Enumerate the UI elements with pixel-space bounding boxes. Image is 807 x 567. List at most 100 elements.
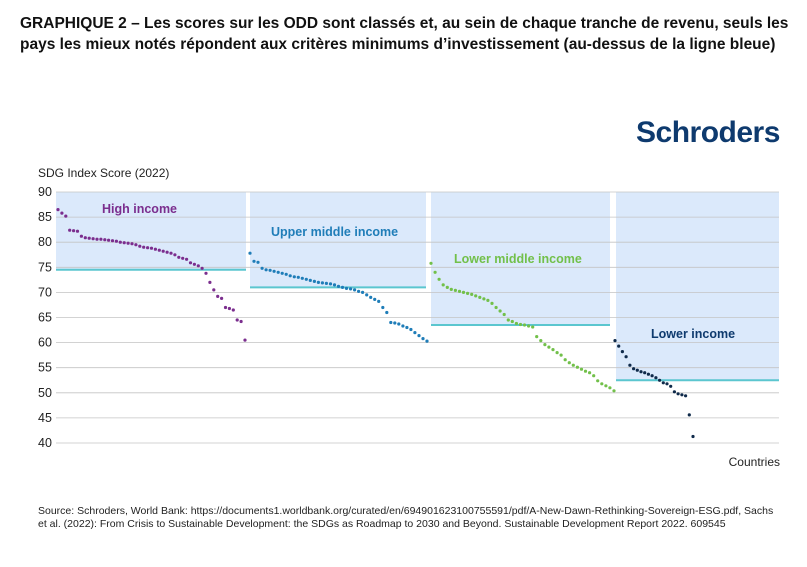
y-tick-label: 45 xyxy=(38,411,52,425)
data-point xyxy=(474,294,478,298)
data-point xyxy=(122,241,126,245)
data-point xyxy=(288,274,292,278)
data-point xyxy=(579,367,584,371)
data-point xyxy=(531,325,535,329)
data-point xyxy=(149,246,154,250)
data-point xyxy=(99,237,103,241)
data-point xyxy=(612,389,616,393)
data-point xyxy=(114,239,118,243)
data-point xyxy=(684,394,688,398)
data-point xyxy=(231,308,235,312)
band-1 xyxy=(250,192,426,288)
data-point xyxy=(617,344,621,348)
data-point xyxy=(527,324,531,328)
data-point xyxy=(377,299,381,303)
data-point xyxy=(567,361,571,365)
data-point xyxy=(669,384,673,388)
data-point xyxy=(478,295,482,299)
data-point xyxy=(592,374,596,378)
data-point xyxy=(441,283,445,287)
data-point xyxy=(252,259,256,263)
data-point xyxy=(208,280,212,284)
data-point xyxy=(308,278,312,282)
data-point xyxy=(401,324,405,328)
y-tick-label: 40 xyxy=(38,436,52,450)
data-point xyxy=(661,381,665,385)
data-point xyxy=(185,257,189,261)
data-point xyxy=(628,363,632,367)
data-point xyxy=(571,363,575,367)
data-point xyxy=(687,413,691,417)
data-point xyxy=(518,322,523,327)
data-point xyxy=(153,247,157,251)
data-point xyxy=(457,289,462,293)
data-point xyxy=(676,392,680,396)
data-point xyxy=(300,276,304,280)
data-point xyxy=(292,275,296,279)
data-point xyxy=(361,290,365,294)
data-point xyxy=(551,348,555,352)
data-point xyxy=(79,234,83,238)
scatter-chart: SDG Index Score (2022) Countries 90 85 80 7… xyxy=(38,166,780,469)
data-point xyxy=(83,236,87,240)
data-point xyxy=(353,288,357,292)
data-point xyxy=(312,279,316,283)
data-point xyxy=(381,305,385,310)
data-point xyxy=(276,270,280,274)
data-point xyxy=(157,248,161,252)
data-point xyxy=(126,241,130,245)
data-point xyxy=(220,296,224,300)
data-point xyxy=(413,331,417,335)
band-3 xyxy=(616,192,779,381)
data-point xyxy=(56,208,60,212)
data-point xyxy=(235,318,239,322)
data-point xyxy=(320,281,324,285)
data-point xyxy=(142,245,146,249)
data-point xyxy=(216,294,220,298)
data-point xyxy=(196,264,200,268)
y-tick-label: 70 xyxy=(38,285,52,299)
data-point xyxy=(260,266,264,270)
data-point xyxy=(583,369,588,373)
data-point xyxy=(357,289,361,293)
data-point xyxy=(539,339,543,343)
band-0 xyxy=(56,192,246,270)
data-point xyxy=(535,335,539,339)
data-point xyxy=(506,318,510,322)
data-point xyxy=(272,269,276,273)
data-point xyxy=(425,339,429,343)
data-point xyxy=(239,319,243,324)
data-point xyxy=(437,277,441,281)
x-axis-label: Countries xyxy=(729,455,780,469)
data-point xyxy=(453,288,457,292)
data-point xyxy=(243,338,247,342)
data-point xyxy=(482,297,486,301)
data-point xyxy=(64,214,68,218)
y-tick-label: 60 xyxy=(38,336,52,350)
data-point xyxy=(328,282,333,286)
y-tick-label: 75 xyxy=(38,260,52,274)
data-point xyxy=(118,240,122,244)
data-point xyxy=(385,310,389,315)
data-point xyxy=(138,244,142,248)
data-point xyxy=(389,320,393,325)
series-label: Lower income xyxy=(651,327,735,341)
y-tick-label: 65 xyxy=(38,311,52,325)
data-point xyxy=(75,229,80,233)
data-point xyxy=(72,229,76,233)
data-point xyxy=(248,251,252,255)
source-note: Source: Schroders, World Bank: https://d… xyxy=(38,505,774,530)
data-point xyxy=(344,286,349,290)
data-point xyxy=(522,323,527,327)
data-point xyxy=(461,290,466,294)
data-point xyxy=(429,261,433,265)
data-point xyxy=(324,281,328,285)
data-point xyxy=(547,345,551,349)
data-point xyxy=(494,305,498,310)
series-label: Lower middle income xyxy=(454,252,582,266)
chart-title: GRAPHIQUE 2 – Les scores sur les ODD son… xyxy=(20,15,789,53)
data-point xyxy=(665,382,669,386)
data-point xyxy=(161,249,165,253)
data-point xyxy=(212,288,216,292)
data-point xyxy=(192,262,196,266)
